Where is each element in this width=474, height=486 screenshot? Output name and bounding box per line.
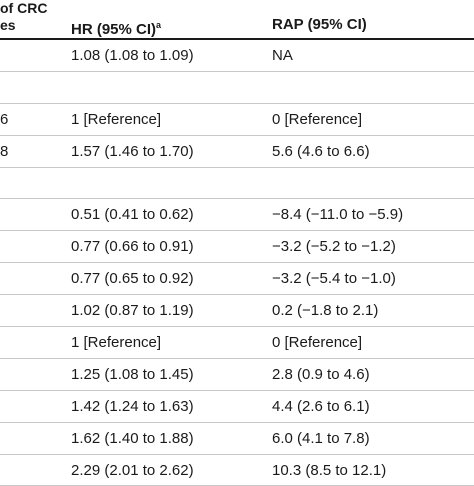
header-hr-text: HR (95% CI) — [71, 21, 157, 38]
table-row: 1.42 (1.24 to 1.63) 4.4 (2.6 to 6.1) — [0, 391, 474, 423]
table-row: 1.62 (1.40 to 1.88) 6.0 (4.1 to 7.8) — [0, 423, 474, 455]
hr-cell: 1 [Reference] — [71, 110, 162, 128]
rap-cell: NA — [272, 47, 293, 64]
table-row — [0, 72, 474, 104]
hr-cell: 1.62 (1.40 to 1.88) — [71, 429, 194, 447]
hr-cell: 1.57 (1.46 to 1.70) — [71, 142, 194, 160]
rap-cell: 0 [Reference] — [272, 334, 363, 352]
rap-cell: 4.4 (2.6 to 6.1) — [272, 397, 370, 415]
hr-cell: 0.51 (0.41 to 0.62) — [71, 206, 194, 224]
header-hr: HR (95% CI)a — [71, 17, 161, 38]
table-row: 0.51 (0.41 to 0.62) −8.4 (−11.0 to −5.9) — [0, 199, 474, 232]
rap-cell: −8.4 (−11.0 to −5.9) — [272, 206, 404, 224]
rap-cell: 10.3 (8.5 to 12.1) — [272, 461, 387, 479]
row-label: 8 — [0, 142, 9, 160]
hr-cell: 2.29 (2.01 to 2.62) — [71, 461, 194, 479]
rap-cell: 0 [Reference] — [272, 110, 363, 128]
header-hr-footnote: a — [156, 20, 162, 30]
rap-cell: −3.2 (−5.2 to −1.2) — [272, 238, 396, 256]
rap-cell: 2.8 (0.9 to 4.6) — [272, 365, 370, 383]
table-row — [0, 168, 474, 200]
hr-cell: 1 [Reference] — [71, 334, 162, 352]
table-row: 1.02 (0.87 to 1.19) 0.2 (−1.8 to 2.1) — [0, 295, 474, 328]
header-rap: RAP (95% CI) — [272, 16, 367, 33]
hr-cell: 1.02 (0.87 to 1.19) — [71, 302, 194, 320]
row-label: 6 — [0, 110, 9, 128]
hr-cell: 1.42 (1.24 to 1.63) — [71, 397, 194, 415]
table-row: 8 1.57 (1.46 to 1.70) 5.6 (4.6 to 6.6) — [0, 136, 474, 168]
hr-cell: 1.08 (1.08 to 1.09) — [71, 47, 194, 64]
table-row: 2.29 (2.01 to 2.62) 10.3 (8.5 to 12.1) — [0, 455, 474, 486]
table-header: of CRC es HR (95% CI)a RAP (95% CI) — [0, 0, 474, 40]
rap-cell: 0.2 (−1.8 to 2.1) — [272, 302, 379, 320]
rap-cell: −3.2 (−5.4 to −1.0) — [272, 270, 396, 288]
header-col1-line2: es — [0, 17, 16, 33]
table-body: 1.08 (1.08 to 1.09) NA 6 1 [Reference] 0 [Re… — [0, 40, 474, 486]
hr-cell: 0.77 (0.66 to 0.91) — [71, 238, 194, 256]
rap-cell: 5.6 (4.6 to 6.6) — [272, 142, 370, 160]
table-row: 1.08 (1.08 to 1.09) NA — [0, 40, 474, 72]
hr-cell: 1.25 (1.08 to 1.45) — [71, 365, 194, 383]
table-row: 6 1 [Reference] 0 [Reference] — [0, 104, 474, 136]
table-row: 0.77 (0.65 to 0.92) −3.2 (−5.4 to −1.0) — [0, 263, 474, 296]
header-col1-line1: of CRC — [0, 0, 48, 16]
table-row: 1.25 (1.08 to 1.45) 2.8 (0.9 to 4.6) — [0, 359, 474, 391]
table-row: 1 [Reference] 0 [Reference] — [0, 327, 474, 359]
hr-cell: 0.77 (0.65 to 0.92) — [71, 270, 194, 288]
rap-cell: 6.0 (4.1 to 7.8) — [272, 429, 370, 447]
table-row: 0.77 (0.66 to 0.91) −3.2 (−5.2 to −1.2) — [0, 231, 474, 264]
